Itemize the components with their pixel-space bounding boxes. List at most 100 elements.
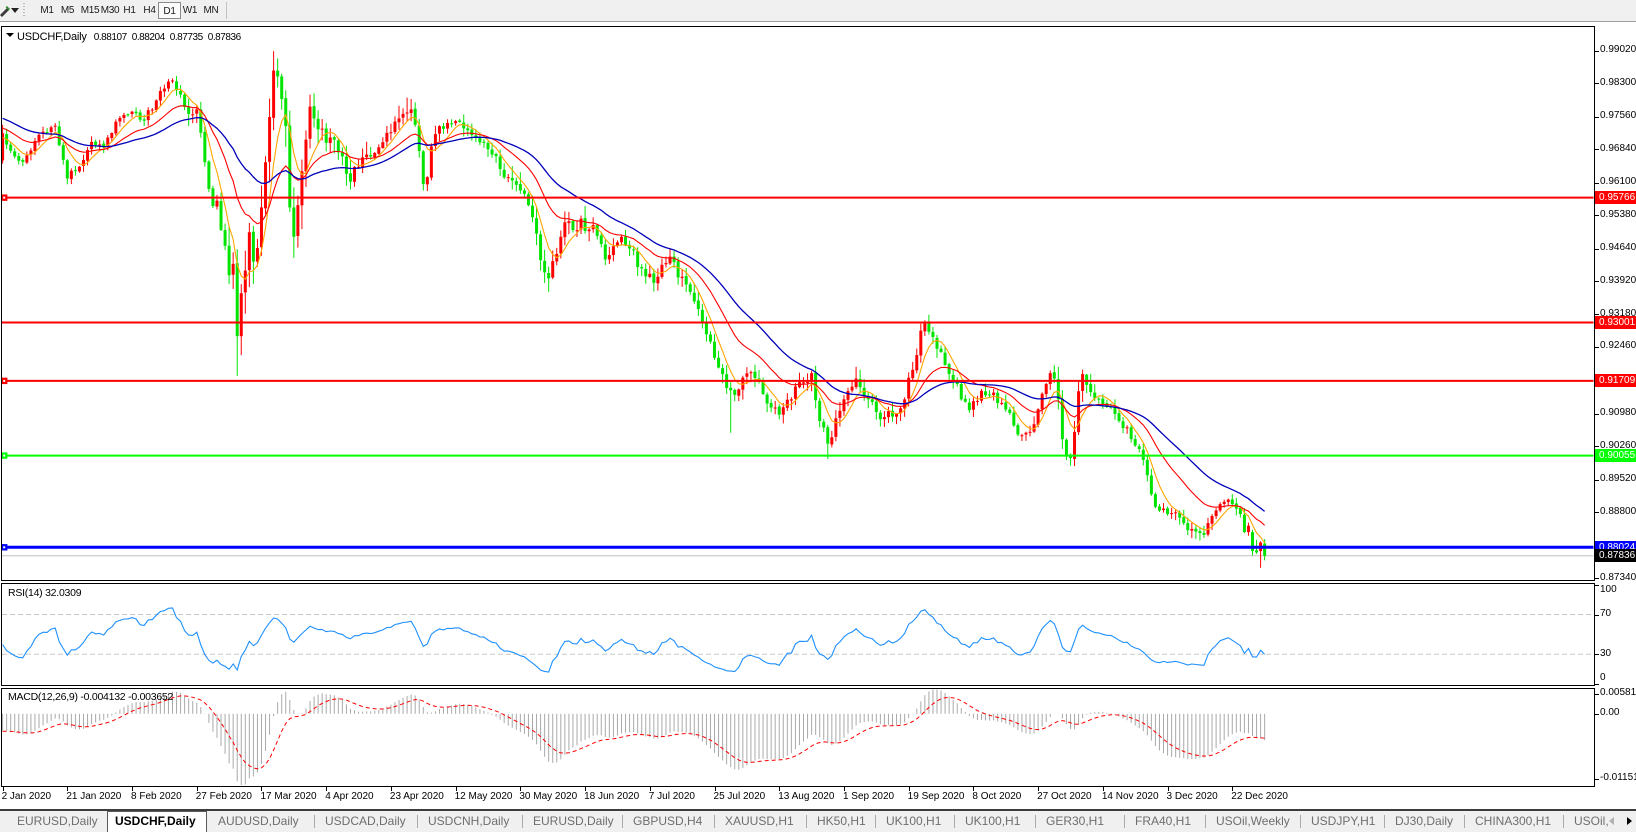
symbol-dropdown-icon[interactable] [6,33,14,37]
date-tick [1038,787,1040,791]
date-label: 27 Oct 2020 [1037,791,1092,802]
chart-title-high: 0.88204 [131,32,165,43]
date-label: 23 Apr 2020 [389,791,444,802]
main-chart-pane[interactable] [1,26,1595,581]
price-tick [1595,248,1599,250]
chart-title-open: 0.88107 [93,32,127,43]
date-label: 2 Jan 2020 [1,791,52,802]
price-tick [1595,413,1599,415]
chart-tab-CHINA300-H1[interactable]: CHINA300,H1 [1475,814,1552,828]
rsi-tick-label: 0 [1600,671,1606,683]
date-label: 27 Feb 2020 [195,791,252,802]
date-label: 3 Dec 2020 [1166,791,1218,802]
rsi-tick [1595,683,1599,685]
timeframe-button-M1[interactable]: M1 [40,5,54,16]
timeframe-button-H4[interactable]: H4 [143,5,156,16]
chart-tab-FRA40-H1[interactable]: FRA40,H1 [1135,814,1192,828]
candles [2,51,1267,568]
chart-tab-UK100-H1[interactable]: UK100,H1 [886,814,942,828]
tab-separator [1464,815,1465,828]
timeframe-button-M30[interactable]: M30 [100,5,120,16]
chart-title-low: 0.87735 [169,32,203,43]
price-tick [1595,512,1599,514]
tab-separator [1035,815,1036,828]
tabs-scroll-right-icon[interactable] [1627,817,1632,825]
macd-pane[interactable] [1,688,1595,787]
rsi-tick-label: 30 [1600,647,1612,659]
date-label: 30 May 2020 [519,791,578,802]
chart-title-close: 0.87836 [207,32,241,43]
price-tick [1595,578,1599,580]
date-tick [908,787,910,791]
chart-tab-USDCNH-Daily[interactable]: USDCNH,Daily [428,814,510,828]
price-tick [1595,446,1599,448]
price-tick [1595,149,1599,151]
overlay-ma-mid [2,105,1265,526]
macd-tick [1595,693,1599,695]
timeframe-button-M15[interactable]: M15 [80,5,100,16]
chart-tab-USDCHF-Daily[interactable]: USDCHF,Daily [115,814,196,828]
overlay-ma-fast [2,88,1266,544]
date-label: 8 Oct 2020 [972,791,1022,802]
date-label: 8 Feb 2020 [131,791,182,802]
price-tick [1595,281,1599,283]
tab-separator [1563,815,1564,828]
date-tick [520,787,522,791]
rsi-label: RSI(14) 32.0309 [8,587,82,599]
tabbar-top-line [0,809,1636,811]
rsi-tick [1595,654,1599,656]
chart-tab-EURUSD-Daily[interactable]: EURUSD,Daily [533,814,614,828]
current-price-badge: 0.87836 [1595,549,1636,563]
tab-separator [806,815,807,828]
timeframe-button-MN[interactable]: MN [203,5,219,16]
macd-label: MACD(12,26,9) -0.004132 -0.003652 [8,691,174,703]
date-tick [1232,787,1234,791]
chart-tab-XAUUSD-H1[interactable]: XAUUSD,H1 [725,814,794,828]
rsi-pane[interactable] [1,583,1595,686]
timeframe-button-D1[interactable]: D1 [158,2,181,19]
price-tick-label: 0.95380 [1600,208,1636,220]
chart-tab-USDJPY-H1[interactable]: USDJPY,H1 [1311,814,1376,828]
tabs-scroll-left-icon[interactable] [1609,817,1614,825]
macd-tick-label: -0.011514 [1600,772,1636,783]
chart-tab-USDCAD-Daily[interactable]: USDCAD,Daily [325,814,406,828]
date-label: 13 Aug 2020 [778,791,835,802]
chart-tab-UK100-H1[interactable]: UK100,H1 [965,814,1021,828]
timeframe-button-H1[interactable]: H1 [123,5,136,16]
date-tick [196,787,198,791]
tab-separator [522,815,523,828]
chart-tab-AUDUSD-Daily[interactable]: AUDUSD,Daily [218,814,299,828]
chart-tab-GBPUSD-H4[interactable]: GBPUSD,H4 [633,814,703,828]
tab-separator [622,815,623,828]
price-tick-label: 0.89520 [1600,473,1636,485]
tool-dropdown-icon[interactable] [11,8,19,13]
tab-separator [314,815,315,828]
date-label: 21 Jan 2020 [66,791,122,802]
date-tick [779,787,781,791]
date-label: 18 Jun 2020 [584,791,640,802]
chart-tab-USOil-Weekly[interactable]: USOil,Weekly [1216,814,1290,828]
chart-tab-USOil-[interactable]: USOil, [1574,814,1609,828]
tab-separator [714,815,715,828]
chart-tab-EURUSD-Daily[interactable]: EURUSD,Daily [17,814,98,828]
price-tick [1595,182,1599,184]
date-tick [1167,787,1169,791]
chart-tab-bar: EURUSD,Daily USDCHF,Daily AUDUSD,Daily USDC… [0,811,1636,832]
crosshair-tool-icon[interactable] [0,3,12,18]
chart-title-symbol: USDCHF,Daily [17,31,87,43]
active-tab-box [107,811,207,832]
toolbar-grip[interactable] [23,3,26,18]
timeframe-button-W1[interactable]: W1 [182,5,198,16]
chart-tab-HK50-H1[interactable]: HK50,H1 [817,814,866,828]
date-label: 7 Jul 2020 [648,791,695,802]
chart-tab-DJ30-Daily[interactable]: DJ30,Daily [1395,814,1454,828]
timeframe-toolbar: M1 M5 M15 M30 H1 H4 D1 W1 MN [0,0,1636,22]
price-tick [1595,83,1599,85]
chart-tab-GER30-H1[interactable]: GER30,H1 [1046,814,1105,828]
price-tick-label: 0.93920 [1600,274,1636,286]
rsi-plot [2,607,1594,673]
timeframe-button-M5[interactable]: M5 [60,5,75,16]
date-tick [261,787,263,791]
price-tick [1595,50,1599,52]
